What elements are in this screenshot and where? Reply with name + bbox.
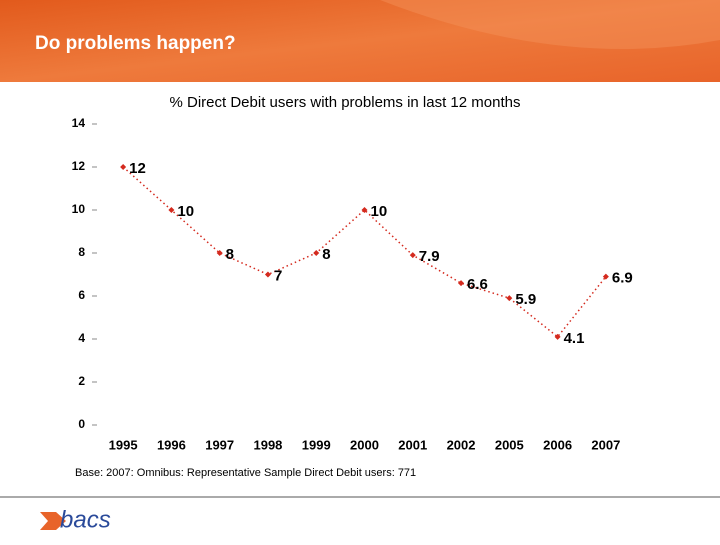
point-marker bbox=[506, 295, 513, 302]
y-tick-label: 10 bbox=[72, 202, 86, 216]
x-tick-label: 2002 bbox=[447, 437, 476, 452]
point-marker bbox=[120, 164, 127, 170]
data-label: 6.9 bbox=[612, 270, 633, 287]
header-swoosh bbox=[380, 0, 720, 49]
header-band bbox=[0, 0, 720, 82]
logo-icon bbox=[40, 512, 66, 530]
point-marker bbox=[602, 273, 609, 280]
x-tick-label: 2000 bbox=[350, 437, 379, 452]
point-marker bbox=[458, 280, 465, 287]
y-tick-label: 4 bbox=[78, 331, 85, 345]
point-marker bbox=[216, 250, 223, 256]
x-tick-label: 2001 bbox=[398, 437, 427, 452]
series-line bbox=[122, 166, 607, 338]
x-tick-label: 1997 bbox=[205, 437, 234, 452]
data-label: 5.9 bbox=[515, 291, 536, 308]
footnote: Base: 2007: Omnibus: Representative Samp… bbox=[75, 467, 416, 479]
point-marker bbox=[168, 207, 175, 213]
data-label: 7.9 bbox=[419, 248, 440, 265]
logo-text: bacs bbox=[60, 506, 111, 533]
chart-title: % Direct Debit users with problems in la… bbox=[170, 94, 521, 111]
x-tick-label: 1995 bbox=[109, 437, 138, 452]
data-label: 8 bbox=[226, 246, 234, 263]
x-tick-label: 1999 bbox=[302, 437, 331, 452]
x-tick-label: 2006 bbox=[543, 437, 572, 452]
point-marker bbox=[554, 333, 561, 340]
point-marker bbox=[264, 271, 271, 278]
data-label: 10 bbox=[371, 203, 388, 220]
x-tick-label: 2007 bbox=[591, 437, 620, 452]
y-tick-label: 6 bbox=[78, 288, 85, 302]
data-label: 4.1 bbox=[564, 330, 585, 347]
data-label: 12 bbox=[129, 160, 146, 177]
y-tick-label: 8 bbox=[78, 245, 85, 259]
data-label: 6.6 bbox=[467, 276, 488, 293]
x-tick-label: 1996 bbox=[157, 437, 186, 452]
point-marker bbox=[409, 252, 416, 259]
y-tick-label: 12 bbox=[72, 159, 86, 173]
point-marker bbox=[313, 250, 320, 256]
x-tick-label: 2005 bbox=[495, 437, 524, 452]
y-tick-label: 0 bbox=[78, 417, 85, 431]
data-label: 10 bbox=[177, 203, 194, 220]
y-tick-label: 14 bbox=[72, 116, 86, 130]
data-label: 8 bbox=[322, 246, 330, 263]
x-tick-label: 1998 bbox=[253, 437, 282, 452]
y-tick-label: 2 bbox=[78, 374, 85, 388]
plot: 0 2 4 6 8 10 12 14 1995 1996 1997 1998 1999 2000 2001 2… bbox=[72, 116, 633, 452]
point-marker bbox=[361, 207, 368, 213]
slide-title: Do problems happen? bbox=[35, 33, 236, 54]
data-label: 7 bbox=[274, 267, 282, 284]
